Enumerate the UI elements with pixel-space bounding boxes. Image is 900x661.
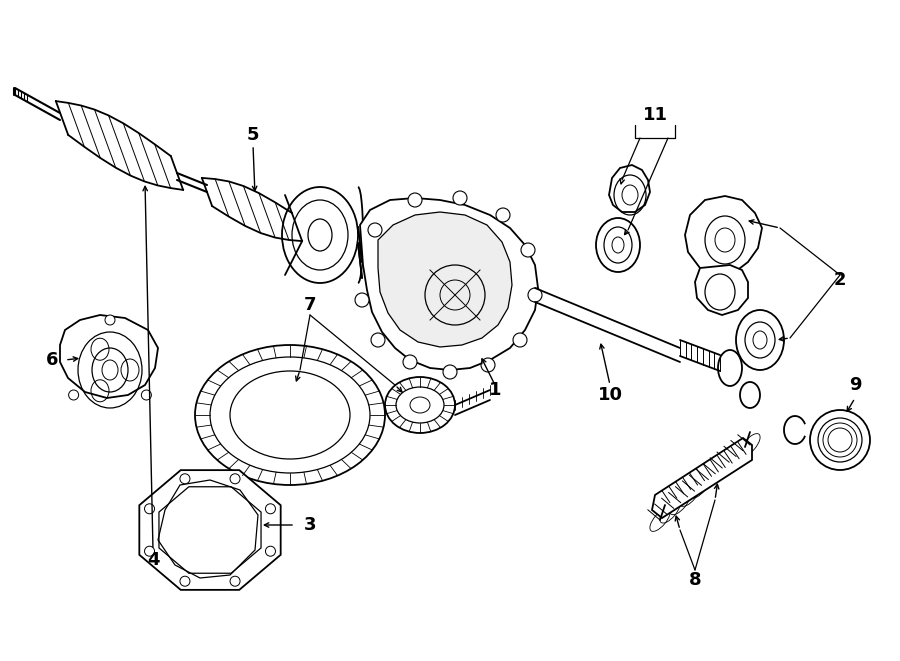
Text: 7: 7 bbox=[304, 296, 316, 314]
Polygon shape bbox=[60, 315, 158, 398]
Ellipse shape bbox=[141, 390, 151, 400]
Ellipse shape bbox=[481, 358, 495, 372]
Polygon shape bbox=[685, 196, 762, 275]
Ellipse shape bbox=[521, 243, 535, 257]
Ellipse shape bbox=[496, 208, 510, 222]
Text: 8: 8 bbox=[688, 571, 701, 589]
Polygon shape bbox=[140, 470, 281, 590]
Ellipse shape bbox=[513, 333, 527, 347]
Ellipse shape bbox=[385, 377, 455, 433]
Text: 5: 5 bbox=[247, 126, 259, 144]
Ellipse shape bbox=[403, 355, 417, 369]
Ellipse shape bbox=[195, 345, 385, 485]
Ellipse shape bbox=[355, 293, 369, 307]
Polygon shape bbox=[378, 212, 512, 347]
Ellipse shape bbox=[230, 576, 240, 586]
Text: 1: 1 bbox=[489, 381, 501, 399]
Ellipse shape bbox=[180, 474, 190, 484]
Ellipse shape bbox=[408, 193, 422, 207]
Text: 2: 2 bbox=[833, 271, 846, 289]
Ellipse shape bbox=[528, 288, 542, 302]
Ellipse shape bbox=[145, 504, 155, 514]
Text: 4: 4 bbox=[147, 551, 159, 569]
Text: 6: 6 bbox=[46, 351, 58, 369]
Ellipse shape bbox=[596, 218, 640, 272]
Ellipse shape bbox=[443, 365, 457, 379]
Ellipse shape bbox=[145, 546, 155, 556]
Ellipse shape bbox=[453, 191, 467, 205]
Polygon shape bbox=[695, 265, 748, 315]
Polygon shape bbox=[652, 438, 752, 518]
Ellipse shape bbox=[718, 350, 742, 386]
Ellipse shape bbox=[105, 315, 115, 325]
Ellipse shape bbox=[371, 333, 385, 347]
Polygon shape bbox=[360, 198, 538, 370]
Ellipse shape bbox=[368, 223, 382, 237]
Ellipse shape bbox=[266, 504, 275, 514]
Ellipse shape bbox=[230, 474, 240, 484]
Polygon shape bbox=[358, 227, 362, 278]
Ellipse shape bbox=[266, 546, 275, 556]
Text: 3: 3 bbox=[304, 516, 316, 534]
Text: 11: 11 bbox=[643, 106, 668, 124]
Text: 10: 10 bbox=[598, 386, 623, 404]
Polygon shape bbox=[609, 165, 650, 212]
Ellipse shape bbox=[282, 187, 358, 283]
Ellipse shape bbox=[740, 382, 760, 408]
Ellipse shape bbox=[68, 390, 78, 400]
Ellipse shape bbox=[180, 576, 190, 586]
Ellipse shape bbox=[650, 508, 670, 531]
Text: 9: 9 bbox=[849, 376, 861, 394]
Ellipse shape bbox=[736, 310, 784, 370]
Ellipse shape bbox=[810, 410, 870, 470]
